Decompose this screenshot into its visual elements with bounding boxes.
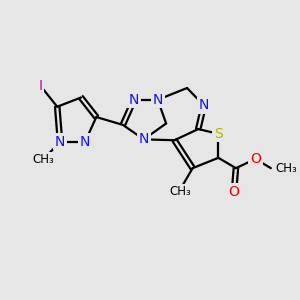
- Text: O: O: [229, 185, 239, 199]
- Text: N: N: [139, 132, 149, 146]
- Text: I: I: [38, 79, 43, 93]
- Text: N: N: [55, 135, 65, 148]
- Text: S: S: [214, 127, 223, 141]
- Text: O: O: [250, 152, 261, 166]
- Text: N: N: [80, 135, 90, 148]
- Text: N: N: [199, 98, 209, 112]
- Text: N: N: [129, 93, 139, 107]
- Text: CH₃: CH₃: [32, 153, 54, 166]
- Text: N: N: [153, 93, 163, 107]
- Text: CH₃: CH₃: [275, 162, 297, 175]
- Text: CH₃: CH₃: [169, 185, 191, 198]
